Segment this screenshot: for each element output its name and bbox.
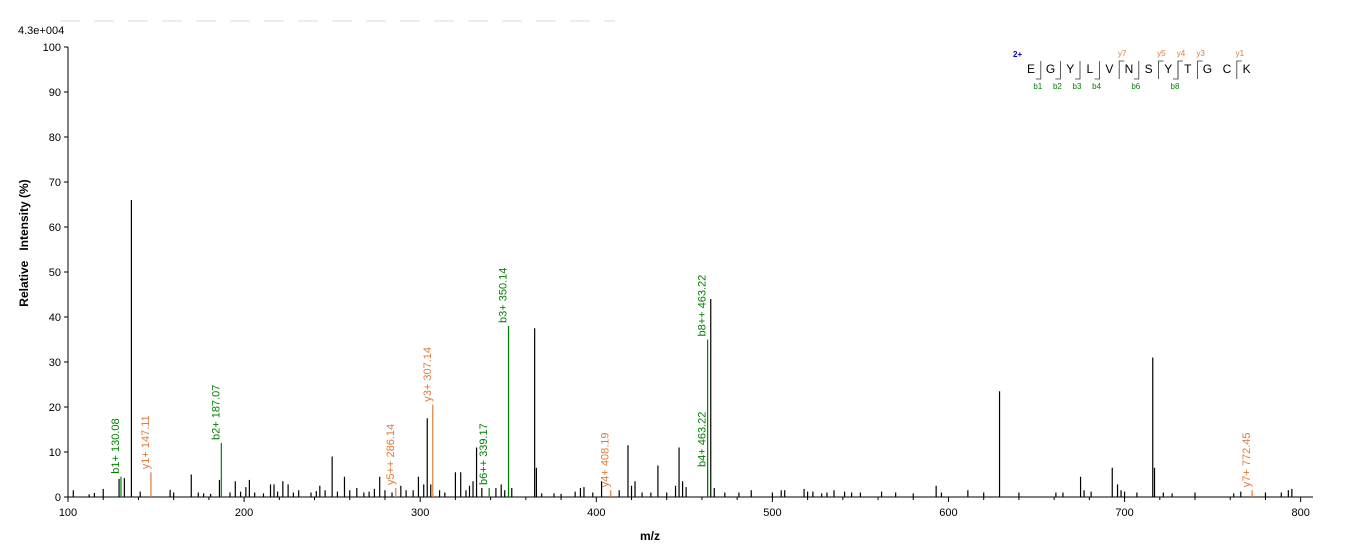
y-ion-bracket (1158, 60, 1164, 79)
y-tick-label: 100 (43, 42, 61, 54)
y-tick-label: 0 (55, 492, 61, 504)
y-ion-label: y1 (1236, 49, 1245, 58)
b-ion-bracket (1075, 61, 1081, 80)
b-ion-label: b3 (1073, 82, 1082, 91)
peak-label: y7+ 772.45 (1241, 433, 1253, 488)
peak-label: y1+ 147.11 (140, 415, 152, 469)
b-ion-label: b8 (1171, 82, 1180, 91)
sequence-residue: E (1027, 62, 1035, 76)
y-tick-label: 40 (49, 312, 61, 324)
y-ion-label: y4 (1177, 49, 1186, 58)
sequence-residue: V (1105, 62, 1113, 76)
y-tick-label: 70 (49, 177, 61, 189)
y-ion-label: y7 (1118, 49, 1127, 58)
b-ion-bracket (1133, 61, 1140, 80)
y-ion-bracket (1236, 60, 1242, 79)
x-axis: 100 200 300 400 500 600 700 800 (59, 496, 1313, 519)
y-tick-label: 80 (49, 132, 61, 144)
x-axis-title: m/z (640, 529, 660, 543)
sequence-residue: N (1125, 62, 1134, 76)
y-tick-label: 90 (49, 87, 61, 99)
charge-state: 2+ (1013, 50, 1022, 59)
y-ion-bracket (1177, 60, 1183, 79)
b-ion-bracket (1055, 61, 1061, 80)
b-ion-label: b6 (1131, 82, 1140, 91)
sequence-residue: T (1184, 62, 1192, 76)
sequence-residue: Y (1066, 62, 1074, 76)
x-tick-label: 200 (235, 507, 253, 519)
y-axis: 0 10 20 30 40 50 60 70 80 90 100 (43, 42, 69, 504)
x-tick-label: 100 (59, 507, 77, 519)
sequence-residue: S (1145, 62, 1153, 76)
sequence-residue: Y (1164, 62, 1172, 76)
y-tick-label: 60 (49, 222, 61, 234)
sequence-residue: G (1046, 62, 1055, 76)
y-tick-label: 50 (49, 267, 61, 279)
x-tick-label: 400 (587, 507, 605, 519)
b-ion-label: b2 (1053, 82, 1062, 91)
peak-annotations: b1+ 130.08 y1+ 147.11 b2+ 187.07 y5++ 286.1… (110, 268, 1253, 497)
peak-label: b8++ 463.22 (697, 275, 709, 337)
b-ion-bracket (1035, 61, 1042, 80)
sequence-residue: K (1243, 62, 1251, 76)
sequence-residue: G (1203, 62, 1212, 76)
peak-label: b1+ 130.08 (110, 418, 122, 473)
peak-label: b6++ 339.17 (478, 423, 490, 485)
y-ion-label: y5 (1157, 49, 1166, 58)
y-ion-bracket (1118, 60, 1125, 79)
b-ion-label: b4 (1092, 82, 1101, 91)
x-tick-label: 800 (1291, 507, 1309, 519)
peak-label: y4+ 408.19 (600, 433, 612, 488)
y-axis-title: Relative Intensity (%) (17, 179, 31, 306)
sequence-residue: L (1086, 62, 1093, 76)
peak-label: b4+ 463.22 (697, 412, 709, 467)
peak-label: b3+ 350.14 (497, 268, 509, 323)
peak-label: y3+ 307.14 (422, 347, 434, 402)
b-ion-label: b1 (1033, 82, 1042, 91)
y-tick-label: 30 (49, 357, 61, 369)
y-tick-label: 10 (49, 447, 61, 459)
x-tick-label: 700 (1115, 507, 1133, 519)
sequence-residue: C (1223, 62, 1232, 76)
y-ion-label: y3 (1196, 49, 1205, 58)
peak-label: b2+ 187.07 (210, 385, 222, 440)
x-tick-label: 500 (763, 507, 781, 519)
x-tick-label: 300 (411, 507, 429, 519)
y-ion-bracket (1197, 60, 1203, 79)
peak-label: y5++ 286.14 (385, 424, 397, 485)
b-ion-bracket (1173, 61, 1179, 80)
intensity-scale-label: 4.3e+004 (18, 25, 64, 37)
b-ion-bracket (1094, 61, 1100, 80)
y-tick-label: 20 (49, 402, 61, 414)
x-tick-label: 600 (939, 507, 957, 519)
peak-bars (72, 200, 1293, 497)
